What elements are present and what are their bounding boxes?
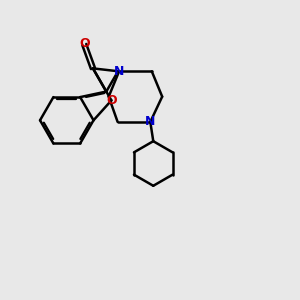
Text: O: O [106,94,117,107]
Text: N: N [145,116,155,128]
Text: N: N [114,65,124,78]
Text: O: O [79,37,90,50]
